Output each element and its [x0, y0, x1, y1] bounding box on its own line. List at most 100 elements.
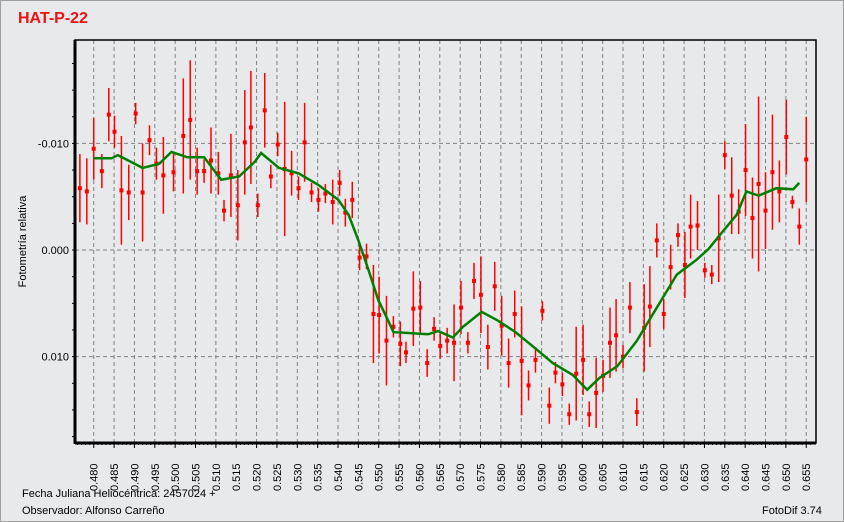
data-point	[119, 188, 124, 193]
data-point	[316, 197, 321, 202]
data-point	[547, 403, 552, 408]
data-point	[445, 338, 450, 343]
data-point	[567, 412, 572, 417]
data-point	[647, 304, 652, 309]
software-version: FotoDif 3.74	[762, 505, 822, 517]
x-tick-label: 0.505	[191, 463, 203, 491]
data-point	[228, 173, 233, 178]
data-point	[255, 203, 260, 208]
data-point	[432, 326, 437, 331]
x-tick-label: 0.490	[129, 463, 141, 491]
data-point	[171, 170, 176, 175]
data-point	[275, 142, 280, 147]
data-point	[519, 358, 524, 363]
data-point	[485, 345, 490, 350]
data-point	[188, 117, 193, 122]
data-point	[262, 108, 267, 113]
data-point	[784, 135, 789, 140]
data-point	[763, 208, 768, 213]
data-point	[499, 323, 504, 328]
data-point	[587, 412, 592, 417]
y-tick-label: -0.010	[38, 138, 69, 150]
data-point	[411, 306, 416, 311]
data-point	[302, 140, 307, 145]
data-point	[533, 357, 538, 362]
fit-curve	[93, 150, 801, 392]
data-point	[106, 112, 111, 117]
data-point	[364, 254, 369, 259]
x-tick-label: 0.515	[231, 463, 243, 491]
data-point	[133, 111, 138, 116]
x-tick-label: 0.510	[211, 463, 223, 491]
data-point	[216, 171, 221, 176]
x-tick-label: 0.640	[740, 463, 752, 491]
x-tick-label: 0.650	[781, 463, 793, 491]
data-point	[357, 255, 362, 260]
data-point	[790, 200, 795, 205]
data-point	[777, 189, 782, 194]
data-point	[99, 169, 104, 174]
data-point	[343, 210, 348, 215]
x-tick-label: 0.610	[618, 463, 630, 491]
x-tick-label: 0.600	[577, 463, 589, 491]
data-point	[574, 371, 579, 376]
data-point	[675, 233, 680, 238]
data-point	[581, 357, 586, 362]
data-point	[418, 305, 423, 310]
x-tick-label: 0.500	[170, 463, 182, 491]
data-point	[438, 343, 443, 348]
x-tick-label: 0.575	[476, 463, 488, 491]
x-tick-label: 0.540	[333, 463, 345, 491]
x-tick-label: 0.545	[353, 463, 365, 491]
data-point	[695, 223, 700, 228]
data-point	[614, 333, 619, 338]
data-point	[750, 216, 755, 221]
data-point	[91, 146, 96, 151]
data-point	[181, 133, 186, 138]
data-point	[688, 224, 693, 229]
x-tick-label: 0.520	[252, 463, 264, 491]
data-point	[242, 140, 247, 145]
data-point	[743, 168, 748, 173]
data-point	[526, 383, 531, 388]
observer-label: Observador: Alfonso Carreño	[22, 505, 165, 517]
data-point	[248, 125, 253, 130]
data-point	[235, 203, 240, 208]
data-point	[553, 370, 558, 375]
x-tick-label: 0.530	[292, 463, 304, 491]
x-tick-label: 0.560	[414, 463, 426, 491]
x-tick-label: 0.585	[516, 463, 528, 491]
plot-area	[75, 40, 816, 443]
data-point	[112, 129, 117, 134]
chart-title: HAT-P-22	[18, 10, 88, 27]
data-point	[607, 340, 612, 345]
data-point	[560, 382, 565, 387]
data-point	[195, 169, 200, 174]
x-tick-label: 0.620	[659, 463, 671, 491]
data-point	[309, 190, 314, 195]
data-point	[661, 311, 666, 316]
data-point	[756, 181, 761, 186]
x-tick-label: 0.550	[374, 463, 386, 491]
x-tick-label: 0.625	[679, 463, 691, 491]
data-point	[702, 268, 707, 273]
data-point	[384, 338, 389, 343]
data-point	[296, 186, 301, 191]
data-point	[472, 278, 476, 283]
y-tick-label: 0.000	[41, 245, 69, 257]
x-tick-label: 0.535	[313, 463, 325, 491]
data-point	[722, 153, 727, 158]
data-point	[398, 341, 403, 346]
data-point	[268, 174, 273, 179]
data-point	[371, 311, 376, 316]
data-point	[84, 189, 89, 194]
data-point	[208, 158, 213, 163]
data-point	[323, 191, 328, 196]
x-tick-label: 0.580	[496, 463, 508, 491]
data-point	[337, 180, 342, 185]
y-tick-label: 0.010	[41, 352, 69, 364]
x-tick-label: 0.635	[720, 463, 732, 491]
data-point	[654, 238, 659, 243]
data-point	[377, 313, 382, 318]
